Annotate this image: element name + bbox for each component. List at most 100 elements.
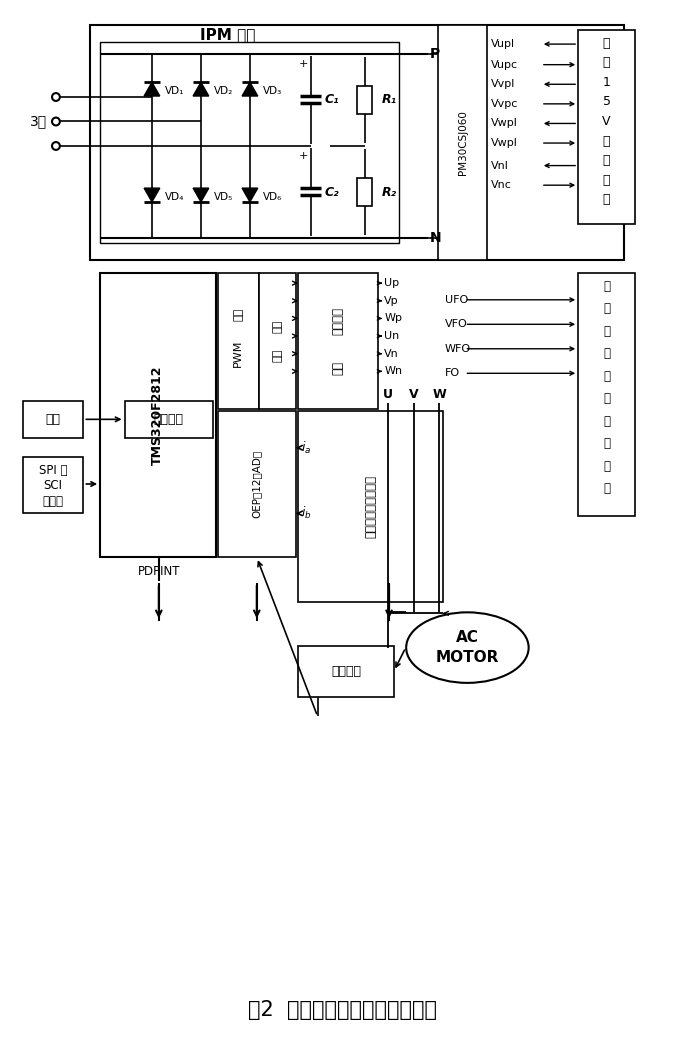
Bar [298, 411, 443, 601]
Text: PM30CSJ060: PM30CSJ060 [458, 110, 468, 174]
Text: Vnl: Vnl [491, 161, 509, 170]
Text: VD₆: VD₆ [262, 192, 282, 202]
Text: PDPINT: PDPINT [138, 565, 180, 578]
Bar [298, 273, 378, 409]
Bar [100, 43, 399, 243]
Bar [578, 273, 635, 516]
Text: OEP和12位AD口: OEP和12位AD口 [252, 450, 262, 518]
Text: 中间: 中间 [273, 319, 282, 333]
Text: C₂: C₂ [325, 185, 339, 199]
Text: 键盘: 键盘 [45, 413, 60, 426]
Text: 过: 过 [603, 369, 610, 383]
Text: SPI 和: SPI 和 [39, 464, 67, 477]
Ellipse shape [406, 613, 529, 683]
Text: 压: 压 [603, 302, 610, 315]
Text: 霍尔电流检测及转换: 霍尔电流检测及转换 [364, 475, 377, 537]
Text: 图2  矢量控制系统硬件结构框图: 图2 矢量控制系统硬件结构框图 [247, 1000, 436, 1020]
Text: VFO: VFO [445, 319, 468, 329]
Polygon shape [242, 188, 258, 202]
Text: 立: 立 [603, 154, 610, 167]
Text: VD₁: VD₁ [164, 86, 184, 96]
Text: Vupc: Vupc [491, 60, 518, 69]
Text: 过: 过 [603, 280, 610, 293]
Text: VD₄: VD₄ [164, 192, 184, 202]
Text: 组: 组 [603, 56, 610, 69]
Text: 光耦隔离: 光耦隔离 [332, 307, 345, 335]
Polygon shape [144, 188, 160, 202]
Text: R₂: R₂ [382, 185, 397, 199]
Text: Vwpl: Vwpl [491, 138, 518, 148]
Text: 1: 1 [603, 76, 610, 88]
Text: Wp: Wp [384, 314, 402, 323]
Text: 热: 热 [603, 393, 610, 405]
Bar [125, 401, 212, 438]
Bar [298, 646, 394, 697]
Text: 电: 电 [603, 460, 610, 472]
Bar [23, 456, 84, 514]
Text: IPM 模块: IPM 模块 [200, 27, 255, 41]
Text: 源: 源 [603, 194, 610, 206]
Bar [578, 31, 635, 225]
Text: +: + [299, 151, 308, 161]
Text: P: P [430, 47, 440, 61]
Bar [218, 411, 296, 558]
Text: 压: 压 [603, 347, 610, 361]
Text: 输出: 输出 [273, 349, 282, 362]
Text: AC: AC [456, 630, 479, 645]
Bar [259, 273, 296, 409]
Text: Vvpc: Vvpc [491, 99, 519, 109]
Text: Vupl: Vupl [491, 39, 515, 49]
Text: 路: 路 [603, 482, 610, 496]
Text: 键盘输入: 键盘输入 [153, 413, 184, 426]
Text: Vvpl: Vvpl [491, 79, 515, 89]
Bar [438, 24, 487, 260]
Text: $i_b$: $i_b$ [301, 505, 312, 521]
Text: C₁: C₁ [325, 94, 339, 106]
Text: MOTOR: MOTOR [436, 650, 499, 665]
Text: UFO: UFO [445, 295, 468, 304]
Text: 电: 电 [603, 173, 610, 187]
Text: Vp: Vp [384, 296, 399, 305]
Text: V: V [602, 115, 611, 128]
Text: 四: 四 [603, 36, 610, 50]
Text: 上位机: 上位机 [42, 495, 64, 509]
Text: 5: 5 [603, 96, 610, 109]
Text: 欠: 欠 [603, 325, 610, 337]
Text: N: N [430, 231, 442, 245]
Text: 独: 独 [603, 134, 610, 148]
Polygon shape [144, 82, 160, 96]
Text: V: V [409, 388, 419, 401]
Text: VD₂: VD₂ [214, 86, 233, 96]
Text: Vnc: Vnc [491, 180, 512, 190]
Bar [23, 401, 84, 438]
Text: VD₅: VD₅ [214, 192, 233, 202]
Polygon shape [193, 82, 209, 96]
Text: R₁: R₁ [382, 94, 397, 106]
Text: $i_a$: $i_a$ [301, 439, 311, 455]
Text: 转速测量: 转速测量 [331, 665, 361, 678]
Text: VD₃: VD₃ [262, 86, 282, 96]
Text: 护: 护 [603, 437, 610, 450]
Text: Vn: Vn [384, 349, 399, 359]
Text: W: W [432, 388, 446, 401]
Text: 保: 保 [603, 415, 610, 428]
Text: Wn: Wn [384, 366, 402, 377]
Text: SCI: SCI [43, 480, 62, 493]
Bar [90, 24, 624, 260]
Bar [100, 273, 216, 558]
Bar [357, 86, 372, 114]
Text: Un: Un [384, 331, 399, 342]
Bar [218, 273, 259, 409]
Text: TMS320F2812: TMS320F2812 [151, 366, 164, 465]
Text: Up: Up [384, 278, 399, 288]
Polygon shape [242, 82, 258, 96]
Polygon shape [193, 188, 209, 202]
Text: WFO: WFO [445, 344, 471, 354]
Text: PWM: PWM [233, 340, 243, 367]
Text: 电路: 电路 [332, 362, 345, 376]
Text: +: + [299, 59, 308, 69]
Text: 3～: 3～ [29, 115, 47, 129]
Text: U: U [383, 388, 393, 401]
Text: Vwpl: Vwpl [491, 118, 518, 129]
Bar [357, 179, 372, 205]
